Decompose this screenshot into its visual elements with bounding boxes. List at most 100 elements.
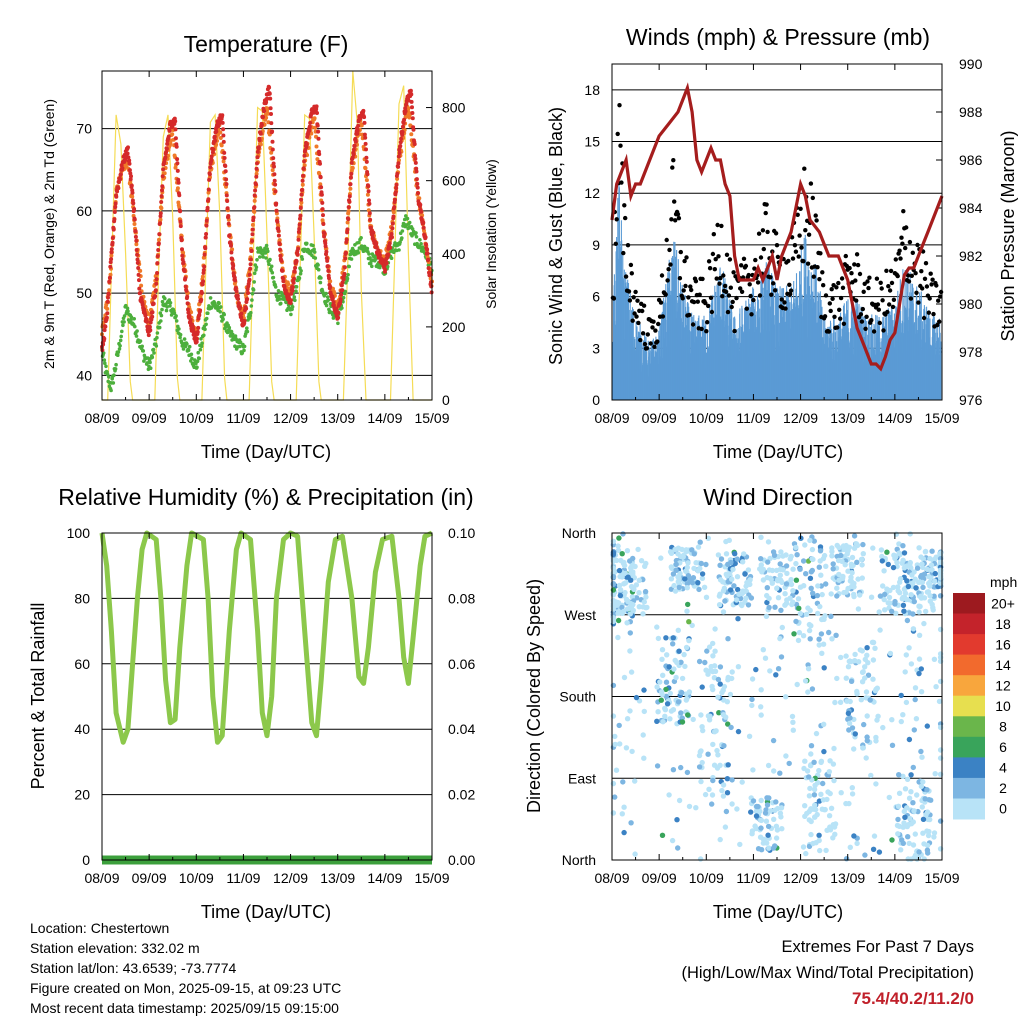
dewpoint-point: [326, 298, 331, 302]
t2m-point: [320, 207, 325, 212]
direction-point: [689, 622, 695, 629]
direction-point: [660, 672, 666, 678]
x-tick-label: 10/09: [179, 410, 214, 426]
t2m-point: [328, 284, 333, 289]
direction-point: [788, 553, 794, 560]
gust-point: [645, 332, 650, 337]
direction-point: [636, 604, 642, 610]
gust-point: [680, 296, 685, 301]
y-left-tick-label: 0: [592, 392, 600, 408]
t2m-point: [269, 121, 274, 126]
direction-point: [823, 563, 829, 569]
t2m-point: [201, 279, 206, 284]
y-right-tick-label: 978: [959, 344, 983, 360]
t9m-point: [364, 178, 369, 183]
t2m-point: [397, 151, 402, 155]
t9m-point: [313, 125, 318, 130]
dewpoint-point: [187, 344, 192, 349]
t2m-point: [361, 108, 366, 113]
direction-point: [920, 556, 926, 562]
direction-point: [816, 564, 822, 570]
gust-point: [615, 131, 620, 137]
direction-point: [675, 699, 682, 705]
gust-point: [644, 346, 650, 351]
t9m-point: [170, 132, 175, 137]
gust-point: [788, 288, 794, 293]
dewpoint-point: [198, 347, 203, 352]
direction-point: [882, 607, 888, 613]
direction-point: [697, 539, 703, 545]
t2m-point: [289, 291, 294, 296]
t2m-point: [128, 177, 133, 182]
t2m-point: [239, 311, 244, 316]
gust-point: [652, 344, 657, 349]
direction-point: [790, 727, 796, 733]
direction-point: [671, 582, 677, 589]
direction-point: [829, 545, 835, 551]
dewpoint-point: [273, 285, 278, 289]
t9m-point: [202, 255, 207, 260]
direction-point: [809, 686, 816, 692]
gust-point: [764, 202, 769, 207]
t2m-point: [319, 185, 324, 190]
gust-point: [642, 341, 648, 347]
dewpoint-point: [218, 310, 222, 314]
t9m-point: [252, 198, 257, 203]
t2m-point: [199, 291, 204, 295]
t2m-point: [345, 227, 350, 232]
direction-point: [723, 714, 729, 720]
direction-point: [872, 645, 878, 651]
direction-point: [786, 760, 792, 767]
dewpoint-point: [181, 347, 186, 351]
direction-point: [783, 753, 789, 759]
direction-point: [822, 806, 828, 813]
direction-point: [793, 560, 799, 567]
t2m-point: [362, 115, 367, 120]
gust-point: [875, 302, 881, 307]
t2m-point: [155, 261, 160, 266]
dewpoint-point: [260, 252, 265, 257]
direction-point: [896, 790, 903, 796]
direction-point: [641, 708, 647, 715]
temperature-right-ylabel: Solar Insolation (Yellow): [483, 159, 499, 309]
direction-point: [838, 552, 844, 559]
y-left-tick-label: 40: [74, 721, 90, 737]
gust-point: [725, 309, 731, 315]
t2m-point: [406, 98, 411, 103]
temperature-left-ylabel: 2m & 9m T (Red, Orange) & 2m Td (Green): [41, 99, 57, 369]
gust-point: [726, 293, 732, 298]
t2m-point: [340, 280, 345, 285]
direction-point: [683, 697, 689, 703]
direction-point: [906, 645, 912, 651]
direction-point: [636, 577, 642, 583]
t2m-point: [271, 156, 276, 161]
dewpoint-point: [279, 301, 283, 306]
direction-point: [764, 599, 770, 606]
gust-point: [659, 273, 665, 278]
dewpoint-point: [112, 373, 116, 378]
t2m-point: [133, 234, 138, 239]
t2m-point: [410, 111, 415, 115]
t2m-point: [185, 301, 190, 306]
direction-point: [724, 699, 730, 705]
direction-point: [844, 551, 850, 557]
x-tick-label: 08/09: [594, 410, 629, 426]
direction-point: [753, 666, 759, 673]
t2m-point: [411, 127, 416, 132]
gust-point: [888, 268, 894, 274]
direction-point: [916, 545, 922, 551]
gust-point: [753, 257, 758, 263]
direction-point: [745, 567, 752, 573]
direction-point: [779, 624, 785, 631]
direction-point: [881, 568, 887, 574]
t2m-point: [195, 330, 200, 334]
t2m-point: [347, 194, 352, 199]
gust-point: [795, 212, 800, 217]
direction-point: [917, 603, 923, 610]
dewpoint-point: [118, 338, 123, 343]
t2m-point: [368, 217, 373, 222]
t2m-point: [221, 133, 226, 138]
direction-point: [663, 686, 669, 693]
direction-point: [795, 637, 802, 644]
direction-point: [900, 773, 906, 779]
